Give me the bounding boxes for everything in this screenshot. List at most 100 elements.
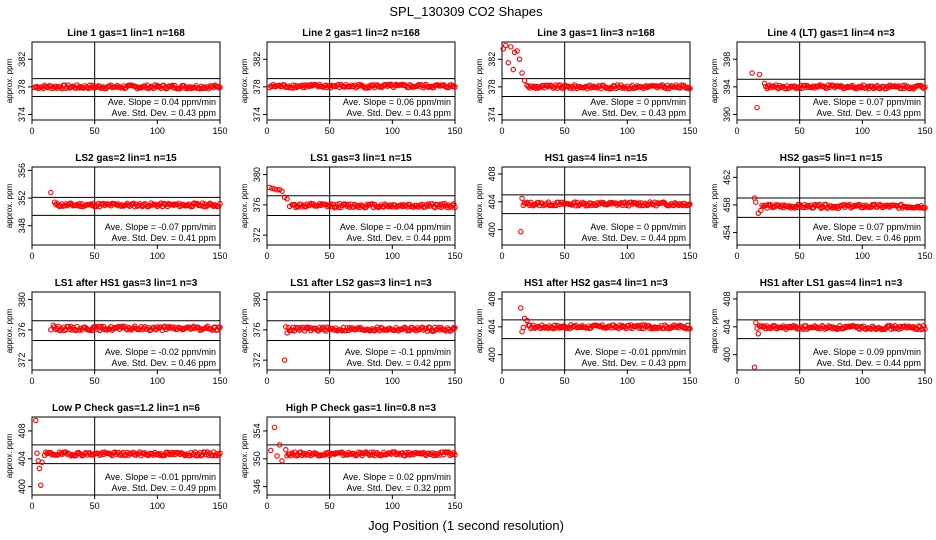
y-tick-label: 380 [17, 292, 27, 307]
data-point [183, 452, 189, 458]
data-point [622, 199, 628, 206]
data-point [785, 204, 792, 210]
panel-title: Low P Check gas=1.2 lin=1 n=6 [52, 403, 200, 414]
data-point [308, 81, 314, 88]
data-point [217, 324, 223, 331]
x-tick-label: 100 [150, 376, 165, 386]
data-point [180, 202, 187, 208]
data-point [503, 42, 509, 49]
data-point [510, 66, 517, 73]
x-tick-label: 100 [855, 126, 870, 136]
slope-annotation: Ave. Slope = -0.1 ppm/min [345, 347, 451, 357]
data-point [662, 322, 668, 328]
data-point [383, 82, 389, 88]
data-point [310, 451, 317, 457]
data-point [553, 82, 559, 88]
data-point [189, 324, 196, 331]
panel: Line 3 gas=1 lin=3 n=168 0 50 100 150 374 378 3… [475, 28, 698, 136]
data-point [687, 85, 693, 92]
data-point [920, 85, 927, 91]
data-point [76, 201, 83, 207]
y-tick-label: 390 [722, 107, 732, 122]
y-axis-label: approx. ppm [475, 308, 484, 353]
data-point [65, 323, 72, 330]
std-dev-annotation: Ave. Std. Dev. = 0.43 ppm [112, 108, 216, 118]
data-point [427, 324, 433, 331]
data-point [76, 85, 83, 91]
x-tick-label: 150 [212, 376, 227, 386]
data-point [452, 84, 458, 90]
panel: HS1 after HS2 gas=4 lin=1 n=3 0 50 100 150 40… [475, 278, 698, 386]
data-point [300, 325, 307, 331]
data-point [200, 84, 207, 90]
data-point [34, 450, 40, 456]
panel-title: HS1 after HS2 gas=4 lin=1 n=3 [524, 278, 668, 289]
x-tick-label: 50 [325, 251, 335, 261]
slope-annotation: Ave. Slope = 0.02 ppm/min [343, 472, 451, 482]
y-axis-label: approx. ppm [710, 183, 719, 228]
panel-title: LS1 after LS2 gas=3 lin=1 n=3 [290, 278, 432, 289]
data-point [544, 82, 550, 89]
x-tick-label: 100 [385, 126, 400, 136]
data-point [452, 451, 458, 458]
y-tick-label: 376 [252, 197, 262, 212]
y-tick-label: 372 [252, 228, 262, 243]
x-tick-label: 150 [682, 126, 697, 136]
data-point [519, 195, 525, 202]
x-tick-label: 50 [795, 251, 805, 261]
x-tick-label: 50 [560, 126, 570, 136]
x-tick-label: 100 [150, 126, 165, 136]
y-axis-label: approx. ppm [5, 58, 14, 103]
data-point [500, 46, 507, 52]
y-tick-label: 372 [17, 353, 27, 368]
panel-title: HS1 gas=4 lin=1 n=15 [545, 153, 648, 164]
data-point [758, 207, 764, 214]
data-point [304, 324, 310, 330]
x-tick-label: 50 [325, 501, 335, 511]
data-point [33, 417, 39, 424]
data-point [88, 201, 94, 207]
data-point [130, 200, 137, 207]
x-tick-label: 0 [29, 501, 34, 511]
data-point [143, 85, 149, 91]
x-tick-label: 50 [795, 126, 805, 136]
x-tick-label: 100 [620, 251, 635, 261]
x-tick-label: 100 [385, 501, 400, 511]
data-point [754, 104, 760, 111]
y-tick-label: 404 [487, 319, 497, 334]
y-tick-label: 408 [722, 291, 732, 306]
data-point [308, 200, 314, 207]
data-point [687, 201, 693, 207]
data-point [178, 325, 184, 332]
data-point [402, 324, 408, 331]
data-point [274, 186, 280, 193]
data-point [385, 81, 392, 88]
data-point [538, 325, 544, 332]
panel: LS2 gas=2 lin=1 n=15 0 50 100 150 348 352 356ap… [5, 153, 228, 261]
data-point [345, 201, 352, 208]
data-point [409, 450, 416, 457]
y-tick-label: 394 [722, 79, 732, 94]
data-point [279, 458, 285, 464]
data-point [409, 203, 416, 209]
slope-annotation: Ave. Slope = 0.07 ppm/min [813, 97, 921, 107]
std-dev-annotation: Ave. Std. Dev. = 0.43 ppm [582, 358, 686, 368]
data-point [217, 450, 223, 456]
data-point [279, 188, 285, 194]
data-point [370, 81, 377, 88]
data-point [525, 83, 532, 90]
data-point [520, 324, 527, 331]
data-point [281, 357, 288, 363]
data-point [214, 450, 221, 457]
data-point [48, 327, 54, 333]
x-tick-label: 150 [917, 251, 932, 261]
data-point [550, 325, 557, 332]
panel-title: LS1 after HS1 gas=3 lin=1 n=3 [55, 278, 198, 289]
data-point [214, 83, 221, 90]
x-tick-label: 150 [917, 126, 932, 136]
data-point [687, 325, 693, 332]
data-point [761, 80, 768, 87]
data-point [637, 202, 643, 209]
data-point [526, 202, 533, 209]
